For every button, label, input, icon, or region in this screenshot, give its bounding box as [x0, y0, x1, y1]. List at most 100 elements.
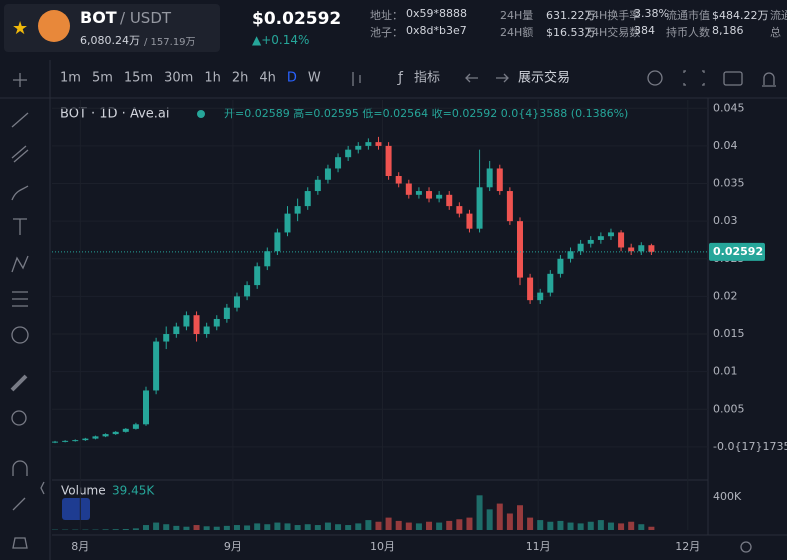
candle-body	[466, 213, 473, 229]
volume-bar	[516, 505, 523, 530]
volume-bar	[466, 517, 473, 530]
x-tick-label: 8月	[71, 540, 89, 553]
volume-bar	[213, 526, 220, 530]
candle-body	[153, 341, 160, 391]
volume-bar	[143, 525, 150, 530]
interval-button[interactable]: 1h	[204, 71, 221, 86]
emoji-tool[interactable]	[11, 326, 29, 344]
change-value: +0.14%	[261, 33, 310, 47]
candle-body	[122, 428, 129, 432]
candle-body	[426, 191, 433, 199]
indicator-button[interactable]: 指标	[414, 71, 440, 86]
settings[interactable]	[647, 70, 663, 86]
stat: 24H交易数	[585, 26, 641, 39]
volume-bar	[345, 525, 352, 530]
line-tool[interactable]	[11, 112, 29, 128]
interval-button[interactable]: 15m	[124, 71, 153, 86]
candle-body	[72, 440, 79, 442]
trades-button[interactable]: 展示交易	[518, 70, 570, 86]
volume-bar	[618, 523, 625, 530]
screenshot[interactable]	[723, 71, 743, 86]
volume-bar	[193, 525, 200, 530]
undo[interactable]	[465, 73, 478, 83]
trash-tool[interactable]	[12, 537, 28, 549]
volume-bar	[628, 521, 635, 530]
volume-bar	[274, 522, 281, 530]
volume-icon[interactable]	[62, 498, 90, 520]
interval-button[interactable]: 5m	[92, 71, 113, 86]
ruler-tool[interactable]	[10, 374, 28, 392]
x-tick-label: 12月	[675, 540, 700, 553]
alerts[interactable]	[762, 72, 776, 87]
volume-bar	[304, 524, 311, 530]
interval-button[interactable]: 1m	[60, 71, 81, 86]
volume-value: 39.45K	[112, 484, 155, 498]
stat: $16.53万	[546, 26, 596, 39]
star-icon[interactable]: ★	[12, 18, 29, 39]
candle-type[interactable]	[352, 72, 361, 86]
volume-bar	[638, 524, 645, 530]
collapse-button[interactable]	[40, 481, 45, 495]
brush-tool[interactable]	[11, 185, 29, 201]
cap: 6,080.24万	[80, 34, 140, 47]
volume-bar	[233, 525, 240, 530]
volume-bar	[335, 524, 342, 530]
stat: 总	[770, 26, 781, 39]
chart-bg	[0, 56, 787, 560]
y2-tick-label: 400K	[713, 490, 742, 503]
volume-bar	[648, 526, 655, 530]
x-tick-label: 10月	[370, 540, 395, 553]
interval-button[interactable]: W	[308, 71, 321, 86]
y-tick-label: 0.01	[713, 365, 738, 378]
candle-body	[567, 251, 574, 259]
volume-bar	[294, 525, 301, 530]
crosshair-tool[interactable]	[13, 73, 27, 87]
volume-title: Volume	[61, 484, 106, 498]
candle-body	[415, 191, 422, 195]
volume-bar	[547, 521, 554, 530]
candle-body	[547, 273, 554, 293]
pen-lock-tool[interactable]	[12, 497, 26, 511]
channel-tool[interactable]	[11, 145, 29, 163]
candle-body	[52, 441, 59, 443]
candle-body	[335, 157, 342, 169]
interval-button[interactable]: 30m	[164, 71, 193, 86]
token-logo	[38, 10, 70, 42]
fib-tool[interactable]	[12, 291, 28, 307]
volume-bar	[456, 519, 463, 530]
volume-bar	[446, 520, 453, 530]
candle-body	[143, 390, 150, 425]
y-tick-label: 0.04	[713, 139, 738, 152]
volume-bar	[244, 525, 251, 530]
volume-bar	[577, 523, 584, 530]
text-tool[interactable]	[13, 218, 27, 235]
chart-settings[interactable]	[740, 541, 752, 553]
candle-body	[537, 292, 544, 301]
stat: 地址：	[370, 9, 403, 22]
candle-body	[516, 221, 523, 278]
last-price-label: 0.02592	[713, 245, 763, 258]
candle-body	[395, 176, 402, 184]
fullscreen[interactable]	[683, 70, 705, 86]
candle-body	[375, 142, 382, 146]
quote: / USDT	[120, 9, 172, 27]
pattern-tool[interactable]	[11, 255, 29, 273]
magnet-tool[interactable]	[12, 460, 28, 476]
interval-button[interactable]: 2h	[232, 71, 249, 86]
volume-bar	[557, 520, 564, 530]
volume-bar	[506, 513, 513, 530]
zoom-tool[interactable]	[11, 410, 27, 426]
candle-body	[254, 266, 261, 286]
ohlc-legend: 开=0.02589 高=0.02595 低=0.02564 收=0.02592 …	[224, 106, 628, 120]
redo[interactable]	[496, 73, 509, 83]
volume-bar	[163, 524, 170, 530]
stat: 24H换手率	[585, 9, 641, 22]
candle-body	[82, 438, 89, 441]
interval-button[interactable]: 4h	[259, 71, 276, 86]
last-price-tag	[709, 242, 765, 261]
interval-button[interactable]: D	[287, 71, 297, 86]
volume-bar	[203, 526, 210, 530]
candle-body	[648, 245, 655, 252]
